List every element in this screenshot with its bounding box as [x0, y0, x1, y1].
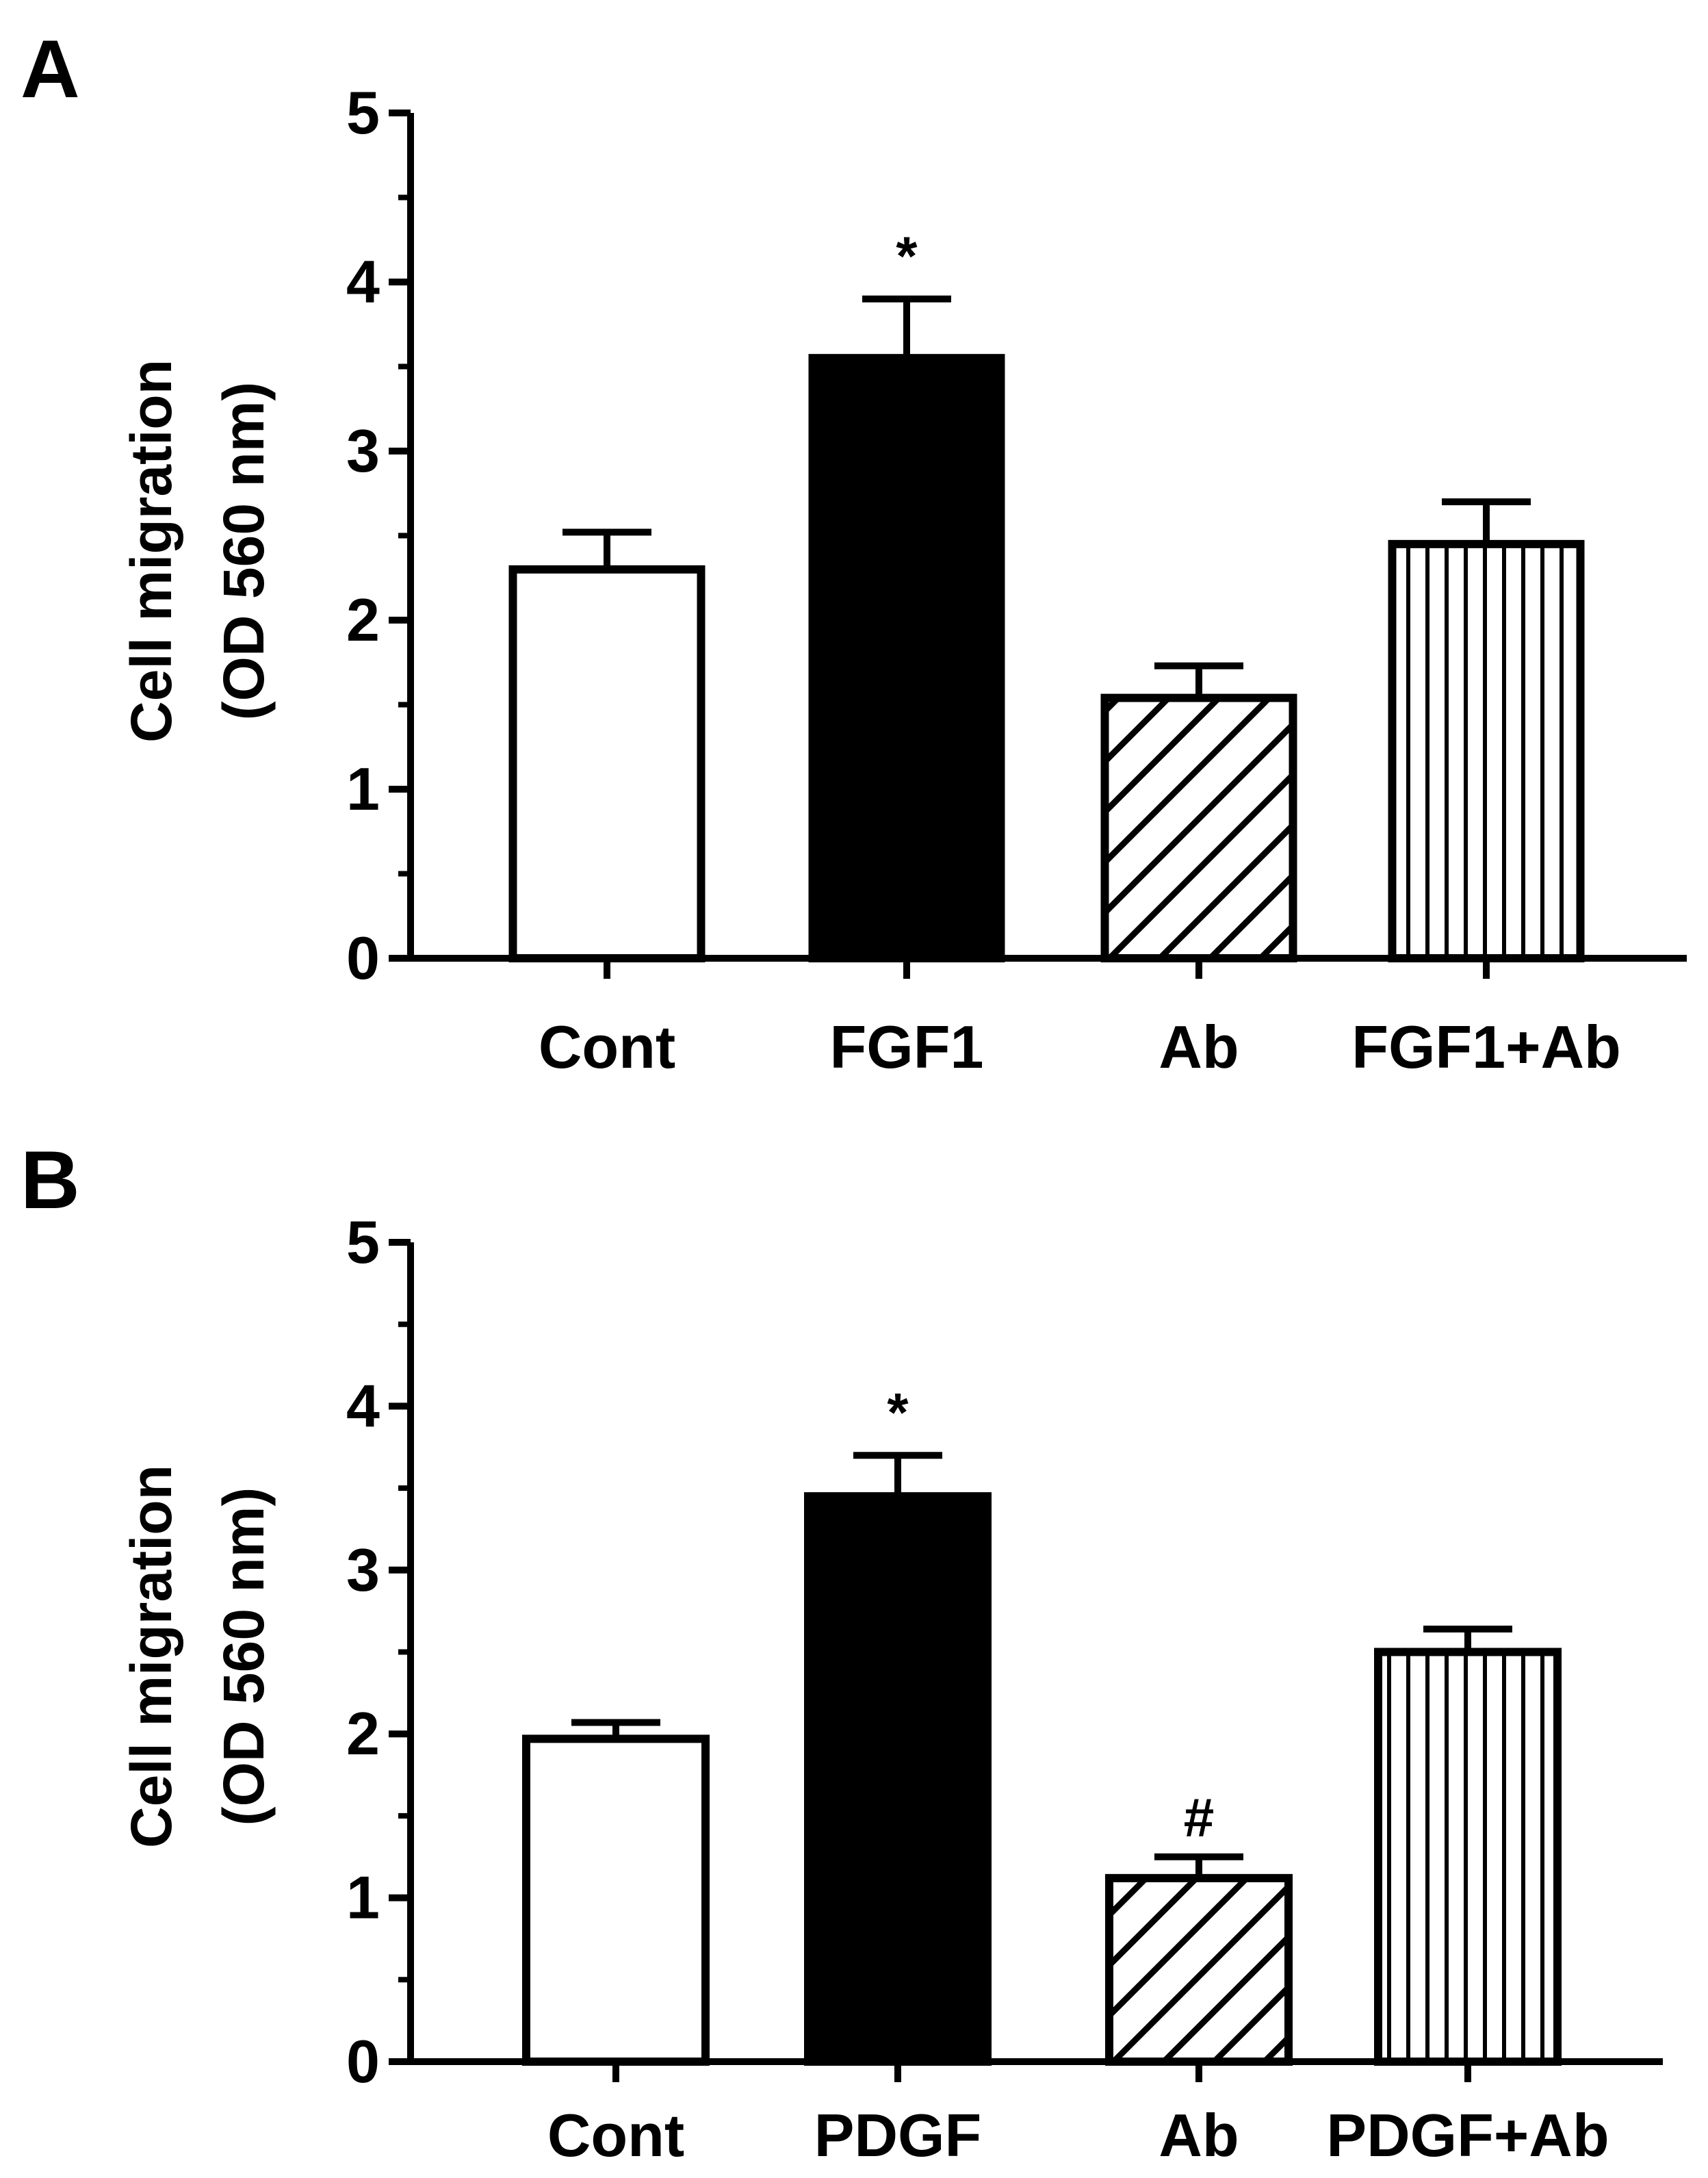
panel-letter-b: B — [21, 1134, 80, 1226]
bar-a-0 — [508, 565, 706, 962]
y-tick-label-a: 2 — [346, 586, 380, 654]
category-label-b-3: PDGF+Ab — [1326, 2101, 1609, 2169]
y-axis-label-b: Cell migration — [119, 1465, 183, 1848]
category-label-a-1: FGF1 — [830, 1013, 984, 1081]
significance-mark-b-1: * — [887, 1382, 909, 1443]
bar-b-0 — [522, 1734, 710, 2066]
y-tick-label-a: 0 — [346, 924, 380, 992]
y-axis-label-unit-b: (OD 560 nm) — [211, 1487, 276, 1826]
y-tick-label-a: 3 — [346, 417, 380, 485]
panel-a: A Cell migration (OD 560 nm) 0 1 2 3 4 5 Cont F… — [21, 23, 1687, 1081]
category-label-b-2: Ab — [1159, 2101, 1239, 2169]
y-tick-label-a: 4 — [346, 248, 380, 316]
category-label-b-0: Cont — [547, 2101, 684, 2169]
significance-mark-a-1: * — [896, 226, 918, 287]
bar-a-2 — [1100, 693, 1297, 962]
panel-letter-a: A — [21, 23, 80, 115]
y-tick-label-b: 1 — [346, 1864, 380, 1932]
y-tick-label-b: 2 — [346, 1700, 380, 1767]
y-tick-label-a: 1 — [346, 755, 380, 823]
category-label-a-3: FGF1+Ab — [1351, 1013, 1621, 1081]
bar-b-1 — [804, 1492, 992, 2066]
y-tick-label-b: 0 — [346, 2027, 380, 2095]
bar-b-2 — [1105, 1873, 1293, 2066]
y-axis-label-a: Cell migration — [119, 359, 183, 743]
category-label-a-2: Ab — [1159, 1013, 1239, 1081]
y-tick-label-b: 3 — [346, 1536, 380, 1604]
bar-b-3 — [1374, 1648, 1562, 2066]
panel-b: B Cell migration (OD 560 nm) 0 1 2 3 4 5 Cont P… — [21, 1134, 1663, 2169]
y-tick-label-b: 5 — [346, 1208, 380, 1276]
category-label-a-0: Cont — [539, 1013, 675, 1081]
y-tick-label-b: 4 — [346, 1372, 380, 1439]
category-label-b-1: PDGF — [814, 2101, 981, 2169]
y-axis-label-unit-a: (OD 560 nm) — [211, 382, 276, 721]
significance-mark-b-2: # — [1184, 1787, 1215, 1848]
y-tick-label-a: 5 — [346, 79, 380, 146]
bar-a-1 — [808, 354, 1005, 962]
bar-a-3 — [1388, 539, 1585, 962]
